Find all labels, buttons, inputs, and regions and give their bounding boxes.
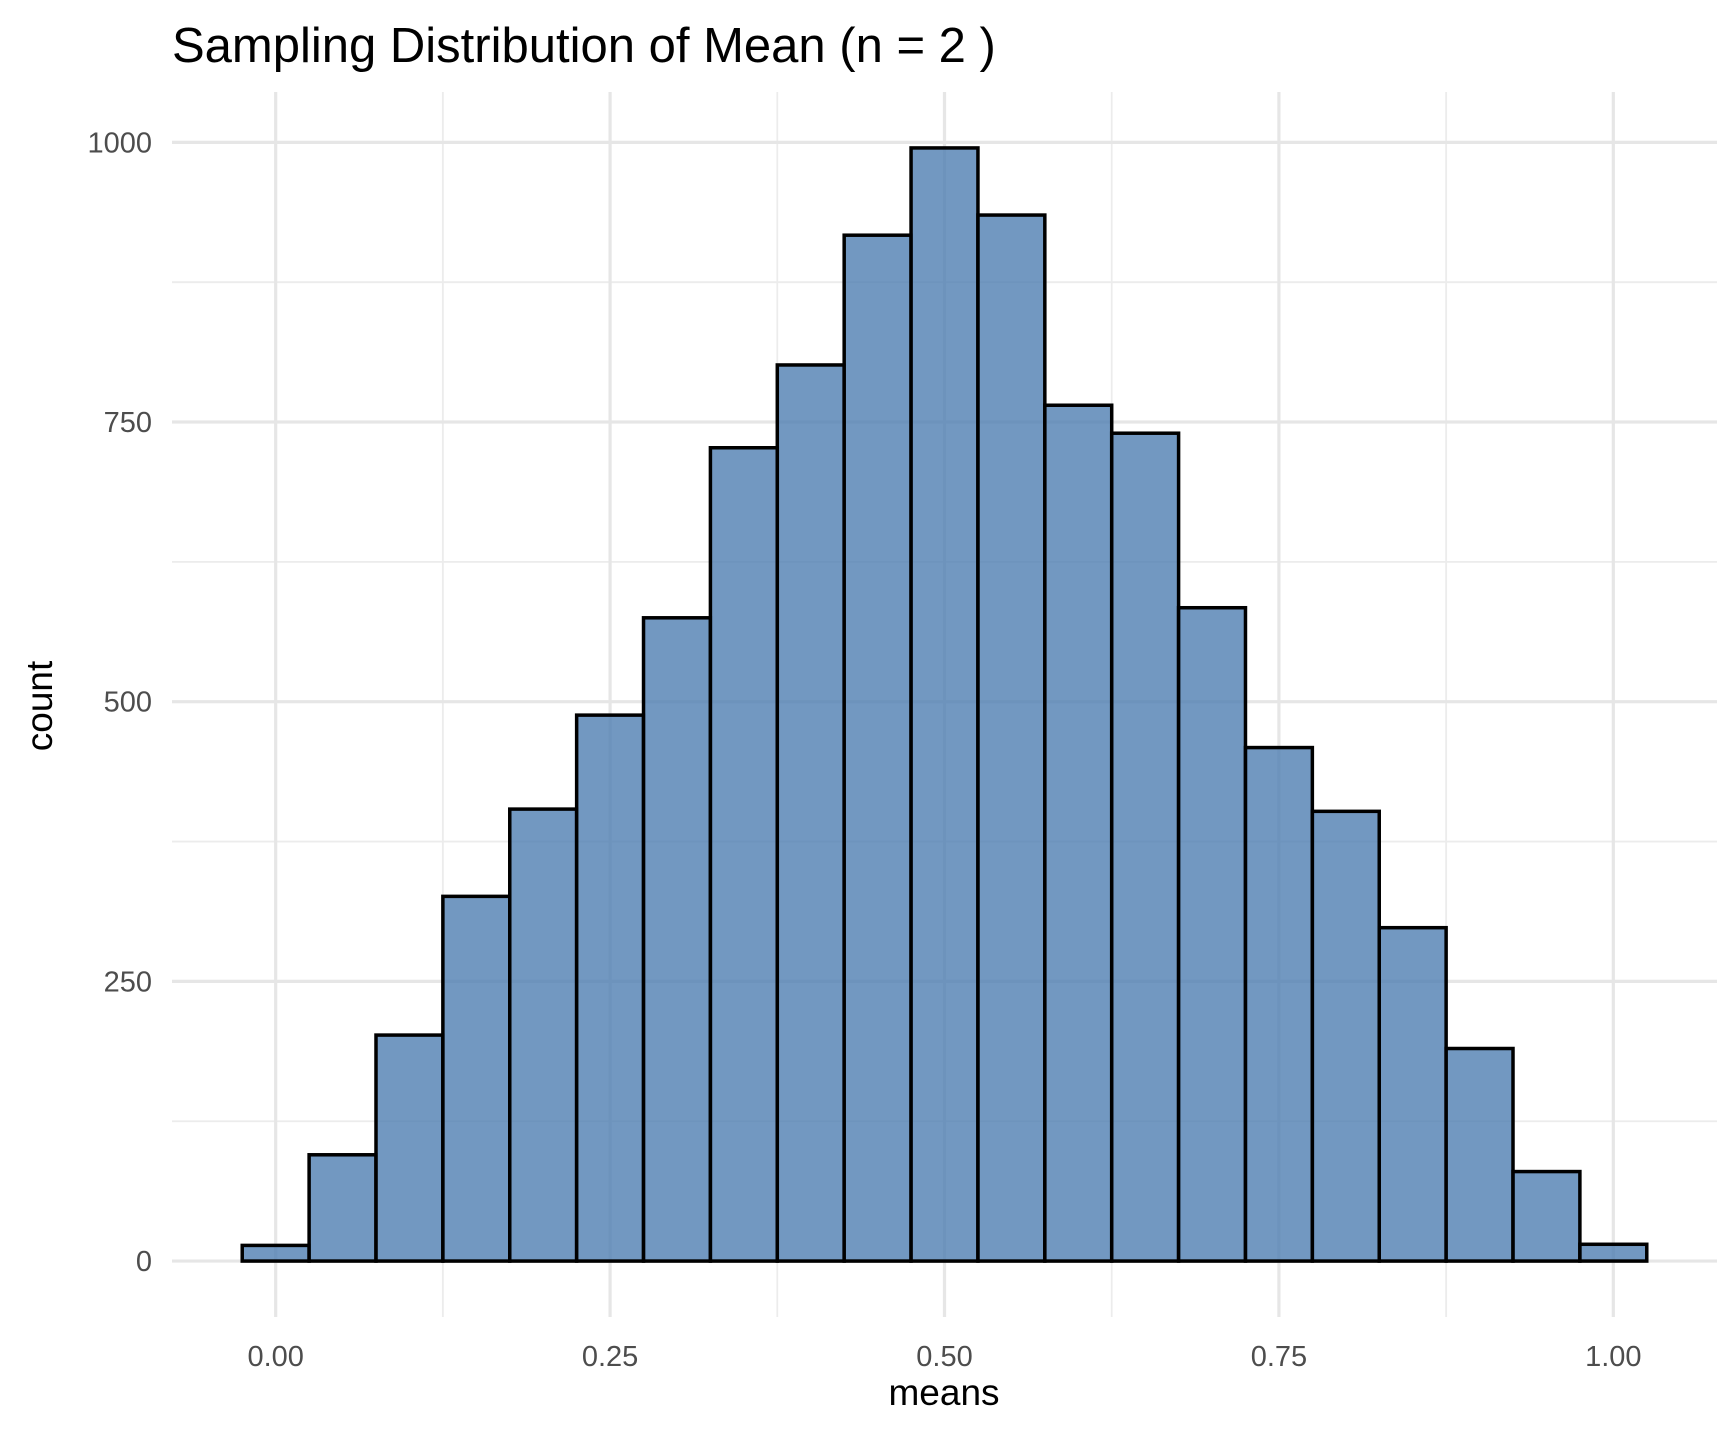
x-tick-label: 0.00 [247, 1341, 303, 1373]
histogram-bars [240, 146, 1649, 1263]
histogram-bar [1109, 431, 1181, 1263]
y-tick-label: 0 [136, 1246, 152, 1278]
y-tick-label: 500 [104, 687, 152, 719]
x-axis-tick-labels: 0.00 0.25 0.50 0.75 1.00 [247, 1341, 1641, 1373]
histogram-bar [508, 807, 579, 1263]
histogram-bar [240, 1243, 311, 1263]
chart-title: Sampling Distribution of Mean (n = 2 ) [172, 19, 996, 73]
x-tick-label: 0.75 [1251, 1341, 1307, 1373]
histogram-bar [441, 894, 512, 1263]
histogram-bar [842, 233, 913, 1263]
histogram-bar [1578, 1242, 1649, 1263]
histogram-bar [574, 713, 646, 1263]
y-tick-label: 1000 [87, 127, 152, 159]
histogram-bar [1310, 809, 1381, 1263]
histogram-bar [307, 1153, 378, 1263]
histogram-bar [976, 213, 1047, 1263]
histogram-bar [909, 146, 980, 1263]
histogram-bar [775, 363, 846, 1263]
x-tick-label: 0.25 [582, 1341, 638, 1373]
y-tick-label: 250 [104, 966, 152, 998]
histogram-bar [1043, 403, 1114, 1263]
x-axis-title: means [888, 1372, 999, 1413]
x-tick-label: 1.00 [1585, 1341, 1641, 1373]
histogram-bar [1511, 1169, 1582, 1263]
histogram-bar [708, 446, 780, 1263]
histogram-bar [1444, 1046, 1515, 1263]
histogram-bar [374, 1033, 445, 1263]
y-axis-title: count [19, 660, 60, 751]
histogram-bar [1377, 925, 1448, 1263]
y-axis-tick-labels: 0 250 500 750 1000 [87, 127, 152, 1278]
histogram-bar [1243, 745, 1315, 1263]
histogram-bar [641, 616, 713, 1263]
y-tick-label: 750 [104, 407, 152, 439]
x-tick-label: 0.50 [916, 1341, 972, 1373]
histogram-bar [1176, 605, 1248, 1263]
